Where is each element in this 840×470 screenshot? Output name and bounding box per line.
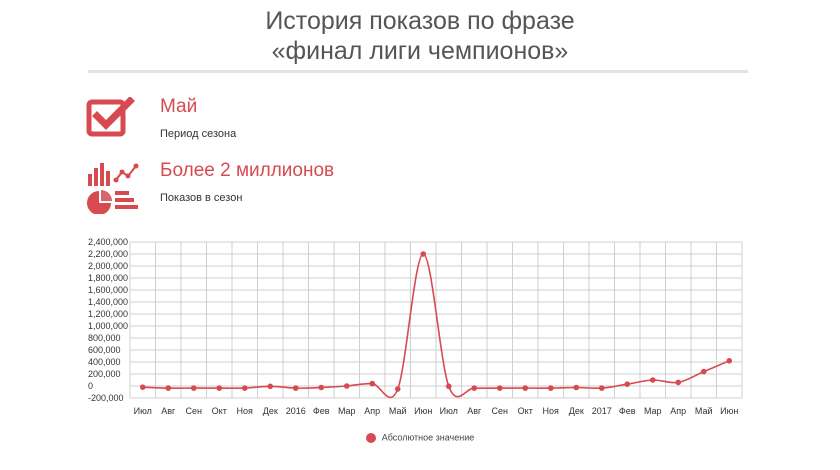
data-point [216,385,223,391]
x-tick-label: 2017 [592,406,612,416]
impressions-line-chart: 2,400,000 2,200,000 2,000,000 1,800,000 1,60… [88,237,743,416]
x-tick-label: Сен [492,406,509,416]
x-tick-label: Апр [364,406,380,416]
page-title: История показов по фразе «финал лиги чем… [0,6,840,66]
x-tick-label: Ноя [237,406,254,416]
data-point [369,380,376,387]
x-tick-label: Авг [467,406,482,416]
stat-season-period: Май Период сезона [160,96,236,140]
x-tick-label: Июн [414,406,432,416]
stat-value: Май [160,96,198,117]
data-point [241,385,248,391]
x-tick-label: Дек [569,406,584,416]
data-point [573,384,580,391]
y-tick-label: -200,000 [88,393,124,403]
stat-label: Период сезона [160,128,237,140]
x-tick-label: Фев [619,406,636,416]
data-point [522,385,529,391]
data-point [624,381,631,387]
y-tick-label: 1,200,000 [88,309,128,319]
data-point [675,379,682,386]
y-tick-label: 2,200,000 [88,249,128,259]
data-point [343,383,350,389]
stat-impressions: Более 2 миллионов Показов в сезон [160,160,334,204]
x-tick-label: Мар [338,406,356,416]
stat-label: Показов в сезон [160,192,243,204]
y-tick-label: 200,000 [88,369,121,379]
x-tick-label: Авг [161,406,176,416]
x-tick-label: Ноя [543,406,560,416]
charts-icon [87,163,139,214]
x-tick-label: Дек [263,406,278,416]
checkbox-check-icon [86,97,135,137]
data-point [420,251,427,257]
data-point [445,383,452,390]
y-tick-label: 1,600,000 [88,285,128,295]
x-tick-label: Апр [670,406,686,416]
data-point [649,377,656,383]
y-tick-label: 0 [88,381,93,391]
legend-label: Абсолютное значение [381,432,475,443]
data-point [165,385,172,391]
title-line-1: История показов по фразе [265,7,575,35]
title-divider [88,70,748,73]
legend-marker [365,432,376,443]
x-tick-label: Июн [720,406,738,416]
x-tick-label: Июл [440,406,458,416]
y-tick-label: 800,000 [88,333,121,343]
x-tick-label: 2016 [286,406,306,416]
x-tick-label: Май [389,406,407,416]
y-tick-label: 1,800,000 [88,273,128,283]
y-tick-label: 2,400,000 [88,237,128,247]
data-point [547,385,554,391]
x-tick-label: Фев [313,406,330,416]
title-line-2: «финал лиги чемпионов» [271,37,569,65]
data-point [496,385,503,391]
y-tick-label: 400,000 [88,357,121,367]
data-point [726,358,733,364]
y-tick-label: 600,000 [88,345,121,355]
x-tick-label: Окт [212,406,227,416]
data-point [318,384,325,391]
data-point [700,368,707,375]
x-tick-label: Сен [186,406,203,416]
stat-value: Более 2 миллионов [160,160,335,181]
data-point [394,386,401,392]
data-point [267,383,274,390]
y-tick-label: 1,400,000 [88,297,128,307]
y-tick-label: 2,000,000 [88,261,128,271]
x-tick-label: Окт [518,406,533,416]
x-tick-label: Июл [134,406,152,416]
x-tick-label: Мар [644,406,662,416]
data-point [139,384,146,390]
data-point [292,385,299,391]
data-point [598,385,605,391]
x-tick-label: Май [695,406,713,416]
data-point [471,385,478,391]
data-point [190,385,197,391]
chart-legend: Абсолютное значение [0,432,840,443]
y-tick-label: 1,000,000 [88,321,128,331]
